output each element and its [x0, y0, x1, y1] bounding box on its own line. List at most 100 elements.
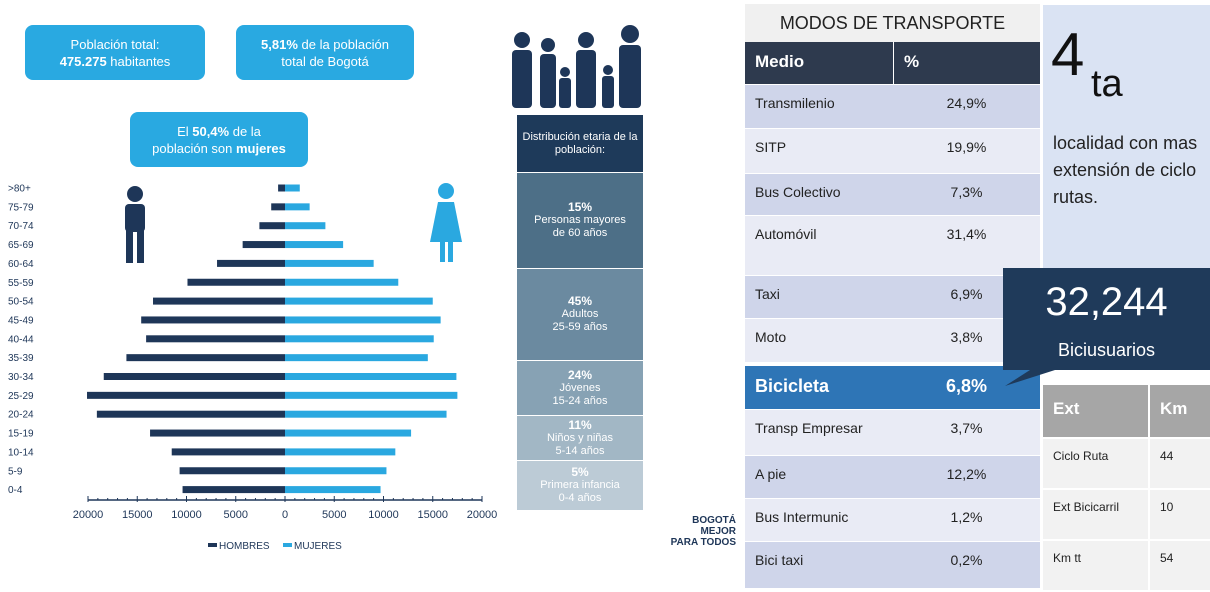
bar — [182, 486, 285, 494]
bar — [217, 259, 285, 267]
table-cell: Bus Intermunic — [755, 509, 849, 525]
callout-text: 475.275 — [59, 53, 107, 69]
table-cell: Transp Empresar — [755, 420, 863, 436]
x-tick-label: 5000 — [224, 509, 248, 521]
table-cell: Bus Colectivo — [755, 184, 841, 200]
bar — [285, 222, 326, 230]
age-group: 24% Jóvenes 15-24 años — [517, 360, 643, 415]
population-pyramid: 5000 10000 15000 20000 0 5000 10000 15000 20000 >… — [8, 25, 641, 552]
logo: BOGOTÁ MEJOR PARA TODOS — [636, 515, 736, 548]
table-cell: SITP — [755, 139, 787, 155]
bar — [285, 354, 428, 362]
age-label: 25-59 años — [552, 321, 608, 333]
ext-row: Km tt 54 — [1043, 539, 1210, 590]
table-cell: 0,2% — [950, 552, 983, 568]
rank-box: 4 ta localidad con mas extensión de cicl… — [1043, 5, 1210, 270]
bar — [285, 391, 458, 399]
table-cell: 6,9% — [950, 286, 983, 302]
table-row: SITP 19,9% — [745, 128, 1040, 173]
y-tick-label: 45-49 — [8, 315, 34, 326]
callout-shape — [1003, 268, 1210, 386]
age-group: 11% Niños y niñas 5-14 años — [517, 415, 643, 460]
age-percent: 24% — [567, 367, 593, 382]
table-header: Medio% — [745, 42, 1040, 84]
table-cell: A pie — [755, 466, 787, 482]
table-cell: 54 — [1148, 541, 1210, 590]
age-group: 15% Personas mayores de 60 años — [517, 172, 643, 268]
table-cell: 44 — [1148, 439, 1210, 488]
age-percent: 45% — [567, 294, 593, 308]
bar — [87, 391, 285, 399]
x-tick-label: 0 — [282, 509, 288, 521]
header-cell: Medio — [755, 52, 805, 71]
bar — [171, 448, 285, 456]
table-cell: Transmilenio — [755, 95, 835, 111]
age-label: Personas mayores — [534, 214, 626, 226]
y-tick-label: 35-39 — [8, 353, 34, 364]
x-tick-label: 10000 — [368, 509, 399, 521]
bar — [285, 429, 412, 437]
callout-text: de la población — [297, 36, 389, 52]
table-cell: Bici taxi — [755, 552, 804, 568]
woman-icon — [430, 183, 462, 262]
bar — [285, 278, 399, 286]
bar — [285, 203, 310, 211]
bar — [278, 184, 285, 192]
logo-text: PARA TODOS — [670, 537, 736, 548]
header-cell: Ext — [1053, 399, 1080, 418]
table-cell: 7,3% — [950, 184, 983, 200]
y-tick-label: 60-64 — [8, 259, 34, 270]
table-row: Moto 3,8% — [745, 318, 1040, 362]
table-row: Bici taxi 0,2% — [745, 541, 1040, 588]
table-row: Transp Empresar 3,7% — [745, 409, 1040, 455]
bar — [285, 467, 387, 475]
table-cell: Km tt — [1053, 551, 1082, 565]
callout-text: total de Bogotá — [281, 53, 369, 69]
table-cell: Automóvil — [755, 226, 817, 242]
callout: El 50,4% de la población son mujeres — [130, 112, 308, 167]
callout-text: 5,81% — [261, 36, 298, 52]
callout-text: de la — [229, 123, 261, 139]
logo-text: MEJOR — [700, 526, 736, 537]
table-cell: Bicicleta — [755, 376, 830, 396]
callout-line: población son mujeres — [130, 140, 308, 157]
callout-text: Población total: — [70, 36, 160, 52]
cyclists-value: 32,244 — [1045, 280, 1168, 324]
x-tick-label: 20000 — [73, 509, 104, 521]
man-icon — [125, 186, 145, 263]
age-title: Distribución etaria de la población: — [517, 115, 643, 172]
callout-line: El 50,4% de la — [130, 123, 308, 140]
bar — [126, 354, 285, 362]
table-row: Bus Colectivo 7,3% — [745, 173, 1040, 215]
bar — [259, 222, 285, 230]
table-cell: 1,2% — [950, 509, 983, 525]
table-cell: 31,4% — [946, 226, 987, 242]
callout-line: total de Bogotá — [236, 53, 414, 70]
bar — [103, 373, 285, 380]
y-tick-label: 55-59 — [8, 278, 34, 289]
bar — [285, 410, 447, 418]
bar — [271, 203, 285, 211]
age-label: 0-4 años — [558, 492, 602, 504]
ext-row: Ext Bicicarril 10 — [1043, 488, 1210, 539]
logo-text: BOGOTÁ — [692, 515, 736, 526]
bar — [146, 335, 285, 343]
header-cell: Km — [1148, 385, 1210, 437]
table-cell: Taxi — [755, 286, 780, 302]
callout-line: Población total: — [25, 36, 205, 53]
age-label: Niños y niñas — [546, 431, 614, 444]
table-cell: 19,9% — [946, 139, 987, 155]
bar — [285, 448, 396, 456]
age-label: Adultos — [561, 308, 599, 320]
y-tick-label: 10-14 — [8, 447, 34, 458]
callout-text: habitantes — [106, 53, 171, 69]
cyclists-callout — [1003, 268, 1210, 386]
age-group: 5% Primera infancia 0-4 años — [517, 460, 643, 510]
y-tick-label: 30-34 — [8, 372, 34, 383]
bar — [179, 467, 285, 475]
age-group: 45% Adultos 25-59 años — [517, 268, 643, 360]
y-tick-label: 40-44 — [8, 334, 34, 345]
x-tick-label: 20000 — [467, 509, 498, 521]
bar — [285, 184, 300, 192]
